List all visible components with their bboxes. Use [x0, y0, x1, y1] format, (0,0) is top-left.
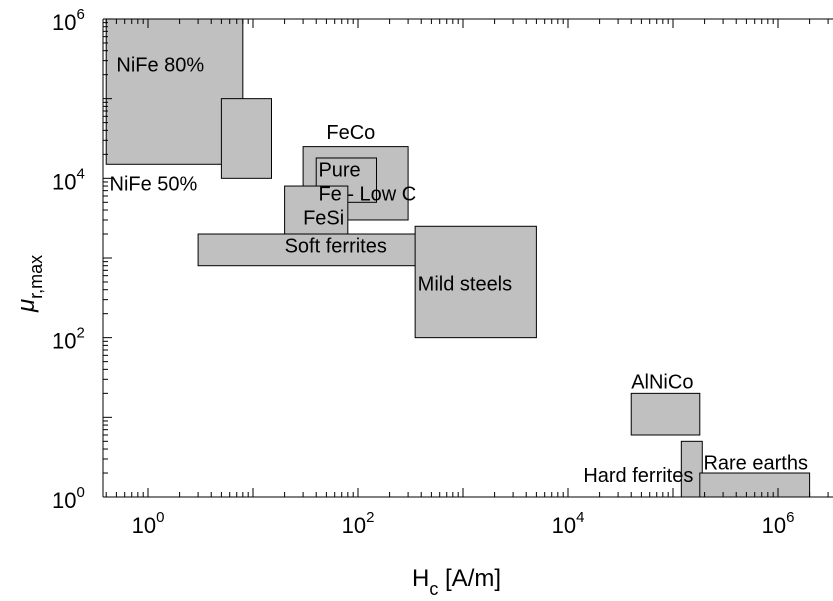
region-mild-steels	[414, 225, 537, 339]
label-rare-earths: Rare earths	[703, 453, 808, 475]
label-fesi: FeSi	[303, 207, 344, 229]
label-feco: FeCo	[326, 122, 375, 144]
region-nife-80	[105, 18, 244, 165]
label-nife-50: NiFe 50%	[110, 174, 198, 196]
label-fe-low-c: Fe - Low C	[318, 183, 416, 205]
x-tick-label: 102	[342, 509, 375, 538]
regions-layer	[105, 18, 811, 498]
y-tick-label: 104	[52, 165, 85, 194]
y-axis-label: μr,max	[13, 255, 46, 313]
label-soft-ferrites: Soft ferrites	[285, 236, 387, 258]
label-nife-80: NiFe 80%	[116, 54, 204, 76]
x-axis-label: Hc [A/m]	[412, 565, 501, 599]
x-tick-label: 104	[552, 509, 585, 538]
region-fesi	[284, 185, 349, 235]
label-alnico: AlNiCo	[631, 372, 693, 394]
axes-layer: 100 102 104 106 100 102 104 106 Hc [A/m] μr,max	[13, 6, 833, 599]
x-tick-label: 106	[762, 509, 795, 538]
x-tick-label: 100	[132, 509, 165, 538]
label-pure: Pure	[318, 160, 360, 182]
region-nife-50	[220, 98, 272, 179]
y-tick-label: 102	[52, 325, 85, 354]
region-alnico	[630, 392, 701, 436]
label-mild-steels: Mild steels	[418, 274, 512, 296]
label-hard-ferrites: Hard ferrites	[583, 465, 693, 487]
y-tick-label: 106	[52, 6, 85, 35]
y-tick-label: 100	[52, 484, 85, 513]
